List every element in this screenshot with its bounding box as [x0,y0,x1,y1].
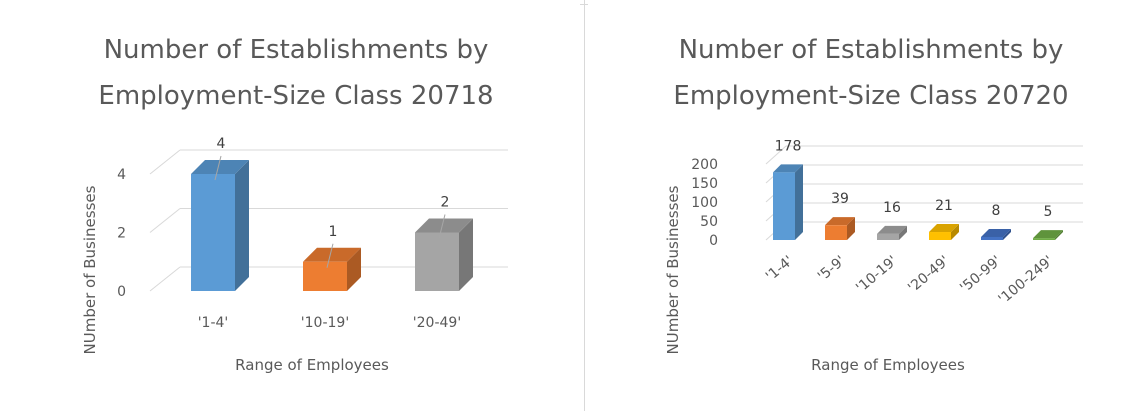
data-label: 2 [441,195,450,211]
bar-side [795,164,803,240]
x-axis-label: Range of Employees [811,356,965,374]
chart-panel-20718: Number of Establishments by Employment-Si… [81,35,508,374]
x-tick-label: '1-4' [198,315,229,331]
data-label: 8 [992,203,1001,219]
x-tick-label: '10-19' [301,315,349,331]
chart-title-line: Employment-Size Class 20720 [673,81,1068,111]
chart-title-line: Number of Establishments by [679,35,1064,65]
y-tick-label: 0 [117,284,126,300]
gridline-left-edge [765,145,787,165]
bar-top [191,160,249,174]
bar-top [981,228,1011,237]
x-tick-label: '20-49' [905,253,952,296]
bar-top [825,217,855,226]
data-label: 21 [935,198,953,214]
bar [191,160,249,291]
bar-side [899,225,907,240]
bar-top [1033,230,1063,239]
bar [415,218,473,291]
data-label: 1 [329,224,338,240]
bar-side [1055,230,1063,240]
gridline-left-edge [149,266,181,292]
bar-top [929,224,959,233]
data-label-leader [326,243,334,268]
chart-20718: Number of Establishments by Employment-Si… [81,35,508,374]
bar-front [981,236,1003,240]
bar [981,228,1011,240]
data-label-leader [214,155,222,181]
data-label: 39 [831,191,849,207]
bar-front [415,232,459,291]
gridline-left-edge [149,149,181,175]
bar-front [191,174,235,291]
bar-side [951,224,959,240]
x-tick-label: '1-4' [763,253,797,285]
bar-front [1033,238,1055,240]
bar-side [235,160,249,291]
y-tick-label: 50 [700,214,718,230]
data-label: 16 [883,200,901,216]
bar-top [415,218,473,233]
y-tick-label: 4 [117,167,126,183]
bar [877,225,907,240]
x-tick-label: '50-99' [957,253,1004,296]
x-tick-label: '10-19' [853,253,900,296]
x-tick-label: '100-249' [996,253,1057,308]
y-axis-label: NUmber of Businesses [664,185,682,354]
bar-side [1003,228,1011,240]
x-tick-label: '5-9' [815,253,849,285]
bar-front [929,232,951,240]
data-label: 178 [775,138,802,154]
x-axis-label: Range of Employees [235,356,389,374]
bar [773,164,803,240]
bar-front [303,261,347,291]
y-tick-label: 0 [709,233,718,249]
panel-divider [584,0,585,411]
bar-top [877,225,907,234]
data-label-leader [438,214,446,239]
bar [825,217,855,240]
chart-panel-20720: Number of Establishments by Employment-Si… [588,0,1146,411]
bar-side [347,247,361,291]
bar [303,247,361,291]
y-tick-label: 200 [691,157,718,173]
data-label: 5 [1044,204,1053,220]
y-axis-label: NUmber of Businesses [81,185,99,354]
y-tick-label: 150 [691,176,718,192]
bar-top [303,247,361,262]
gridline-left-edge [149,208,181,233]
chart-title-line: Employment-Size Class 20718 [98,81,493,111]
data-label: 4 [217,136,226,152]
chart-20720: Number of Establishments by Employment-Si… [664,35,1083,374]
chart-title-line: Number of Establishments by [104,35,489,65]
bar-top [773,164,803,173]
bar-side [847,217,855,240]
bar [929,224,959,240]
y-tick-label: 2 [117,226,126,242]
bar-side [459,218,473,291]
bar [1033,230,1063,240]
bar-front [773,172,795,240]
bar-front [877,233,899,240]
y-tick-label: 100 [691,195,718,211]
bar-front [825,225,847,240]
x-tick-label: '20-49' [413,315,461,331]
